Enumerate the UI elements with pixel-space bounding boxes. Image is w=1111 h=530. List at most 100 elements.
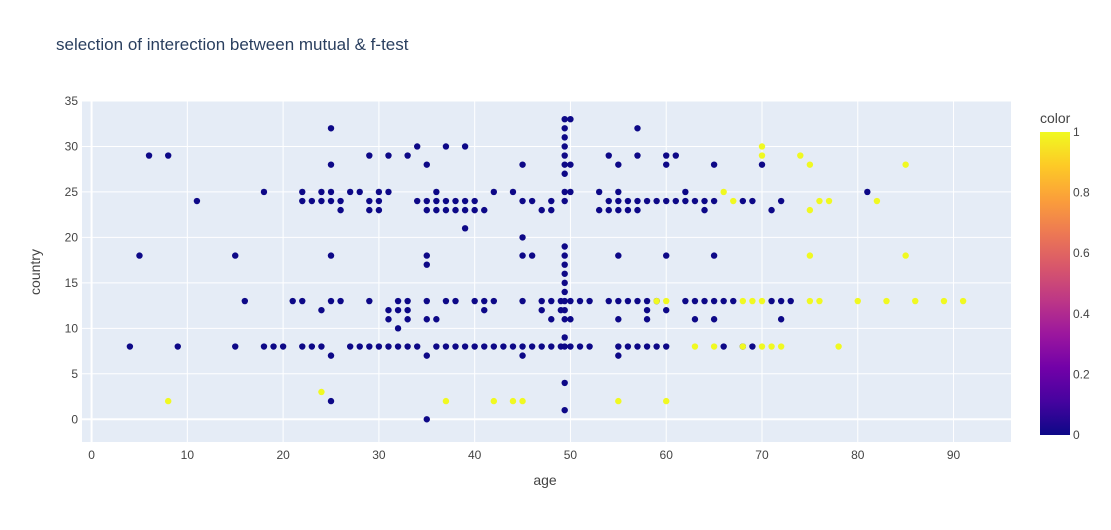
scatter-point	[730, 197, 737, 205]
scatter-point	[634, 206, 641, 214]
scatter-point	[561, 252, 568, 259]
scatter-point	[634, 297, 641, 305]
colorbar-tick-label: 0	[1073, 428, 1080, 442]
scatter-point	[471, 343, 478, 350]
x-tick-label: 30	[372, 448, 386, 462]
scatter-point	[414, 197, 421, 205]
scatter-point	[327, 397, 335, 405]
scatter-point	[366, 297, 373, 305]
scatter-point	[327, 352, 335, 359]
scatter-point	[461, 143, 469, 150]
x-tick-label: 60	[660, 448, 674, 462]
scatter-point	[758, 297, 766, 305]
colorbar-tick-label: 1	[1073, 125, 1080, 139]
scatter-point	[663, 297, 670, 305]
scatter-point	[548, 297, 555, 305]
scatter-point	[423, 297, 430, 305]
scatter-point	[461, 197, 469, 205]
scatter-point	[561, 270, 568, 277]
scatter-point	[423, 416, 430, 423]
scatter-point	[567, 316, 574, 323]
scatter-point	[787, 297, 794, 305]
scatter-point	[663, 197, 670, 205]
y-tick-label: 0	[71, 412, 78, 426]
scatter-point	[308, 343, 316, 350]
scatter-point	[561, 288, 568, 296]
scatter-point	[806, 206, 814, 214]
x-tick-label: 70	[755, 448, 769, 462]
scatter-point	[375, 188, 383, 196]
scatter-point	[682, 297, 689, 305]
scatter-point	[299, 297, 306, 305]
scatter-point	[615, 161, 622, 168]
scatter-point	[528, 252, 536, 259]
scatter-point	[902, 252, 909, 259]
scatter-point	[615, 206, 622, 214]
scatter-point	[375, 197, 383, 205]
scatter-point	[816, 197, 823, 205]
scatter-point	[394, 325, 402, 332]
scatter-point	[615, 352, 622, 359]
scatter-point	[720, 297, 727, 305]
scatter-point	[394, 306, 402, 314]
scatter-point	[481, 343, 488, 350]
scatter-point	[691, 343, 699, 350]
scatter-point	[902, 161, 909, 168]
scatter-point	[624, 297, 632, 305]
scatter-point	[758, 152, 766, 159]
scatter-point	[595, 188, 603, 196]
scatter-point	[710, 252, 718, 259]
scatter-point	[471, 206, 478, 214]
scatter-point	[624, 197, 632, 205]
scatter-point	[873, 197, 881, 205]
scatter-point	[461, 206, 469, 214]
scatter-point	[561, 261, 568, 268]
scatter-point	[519, 297, 526, 305]
scatter-point	[519, 234, 526, 241]
scatter-point	[299, 343, 306, 350]
scatter-point	[586, 297, 593, 305]
scatter-point	[327, 188, 335, 196]
scatter-point	[701, 297, 708, 305]
scatter-point	[959, 297, 967, 305]
scatter-point	[691, 297, 699, 305]
scatter-point	[471, 197, 478, 205]
scatter-point	[442, 397, 450, 405]
scatter-point	[730, 297, 737, 305]
scatter-point	[691, 316, 699, 323]
scatter-point	[691, 197, 699, 205]
x-tick-label: 40	[468, 448, 482, 462]
scatter-point	[490, 343, 498, 350]
scatter-point	[318, 388, 325, 396]
scatter-point	[356, 343, 363, 350]
scatter-point	[404, 152, 411, 159]
scatter-point	[164, 397, 172, 405]
scatter-point	[394, 297, 402, 305]
scatter-point	[490, 188, 498, 196]
scatter-point	[548, 316, 555, 323]
scatter-point	[385, 152, 392, 159]
scatter-point	[615, 197, 622, 205]
scatter-point	[423, 352, 430, 359]
scatter-point	[835, 343, 842, 350]
scatter-point	[749, 297, 756, 305]
scatter-point	[442, 206, 450, 214]
scatter-point	[758, 161, 766, 168]
scatter-point	[490, 297, 498, 305]
scatter-point	[883, 297, 890, 305]
scatter-point	[452, 343, 459, 350]
scatter-point	[366, 197, 373, 205]
scatter-point	[461, 343, 469, 350]
colorbar: 0 0.2 0.4 0.6 0.8 1	[1040, 125, 1090, 442]
x-tick-label: 10	[181, 448, 195, 462]
scatter-point	[758, 143, 766, 150]
scatter-point	[710, 297, 718, 305]
scatter-point	[643, 197, 651, 205]
scatter-point	[816, 297, 823, 305]
scatter-point	[193, 197, 201, 205]
scatter-point	[561, 243, 568, 250]
scatter-point	[327, 125, 335, 132]
scatter-point	[777, 197, 785, 205]
scatter-point	[561, 143, 568, 150]
scatter-point	[375, 343, 383, 350]
